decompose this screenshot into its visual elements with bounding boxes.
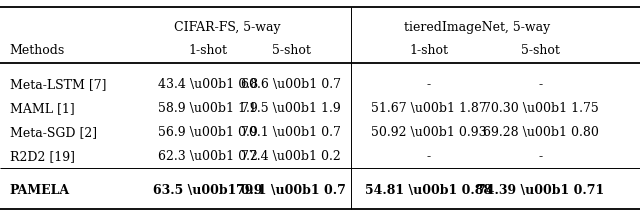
- Text: -: -: [427, 78, 431, 91]
- Text: tieredImageNet, 5-way: tieredImageNet, 5-way: [404, 21, 550, 34]
- Text: -: -: [539, 150, 543, 163]
- Text: 5-shot: 5-shot: [522, 44, 560, 57]
- Text: 71.5 \u00b1 1.9: 71.5 \u00b1 1.9: [241, 102, 341, 115]
- Text: Meta-SGD [2]: Meta-SGD [2]: [10, 126, 97, 139]
- Text: 70.30 \u00b1 1.75: 70.30 \u00b1 1.75: [483, 102, 598, 115]
- Text: 54.81 \u00b1 0.88: 54.81 \u00b1 0.88: [365, 184, 492, 197]
- Text: 51.67 \u00b1 1.87: 51.67 \u00b1 1.87: [371, 102, 486, 115]
- Text: 50.92 \u00b1 0.93: 50.92 \u00b1 0.93: [371, 126, 486, 139]
- Text: 1-shot: 1-shot: [189, 44, 227, 57]
- Text: 62.3 \u00b1 0.2: 62.3 \u00b1 0.2: [158, 150, 258, 163]
- Text: 60.6 \u00b1 0.7: 60.6 \u00b1 0.7: [241, 78, 341, 91]
- Text: 70.1 \u00b1 0.7: 70.1 \u00b1 0.7: [241, 126, 341, 139]
- Text: CIFAR-FS, 5-way: CIFAR-FS, 5-way: [174, 21, 280, 34]
- Text: 74.39 \u00b1 0.71: 74.39 \u00b1 0.71: [477, 184, 604, 197]
- Text: 69.28 \u00b1 0.80: 69.28 \u00b1 0.80: [483, 126, 599, 139]
- Text: Meta-LSTM [7]: Meta-LSTM [7]: [10, 78, 106, 91]
- Text: 43.4 \u00b1 0.8: 43.4 \u00b1 0.8: [158, 78, 258, 91]
- Text: 77.4 \u00b1 0.2: 77.4 \u00b1 0.2: [241, 150, 341, 163]
- Text: MAML [1]: MAML [1]: [10, 102, 74, 115]
- Text: PAMELA: PAMELA: [10, 184, 70, 197]
- Text: Methods: Methods: [10, 44, 65, 57]
- Text: 1-shot: 1-shot: [410, 44, 448, 57]
- Text: 58.9 \u00b1 1.9: 58.9 \u00b1 1.9: [158, 102, 258, 115]
- Text: -: -: [427, 150, 431, 163]
- Text: 63.5 \u00b1 0.9: 63.5 \u00b1 0.9: [153, 184, 263, 197]
- Text: -: -: [539, 78, 543, 91]
- Text: 79.1 \u00b1 0.7: 79.1 \u00b1 0.7: [236, 184, 346, 197]
- Text: 56.9 \u00b1 0.9: 56.9 \u00b1 0.9: [158, 126, 258, 139]
- Text: R2D2 [19]: R2D2 [19]: [10, 150, 75, 163]
- Text: 5-shot: 5-shot: [272, 44, 310, 57]
